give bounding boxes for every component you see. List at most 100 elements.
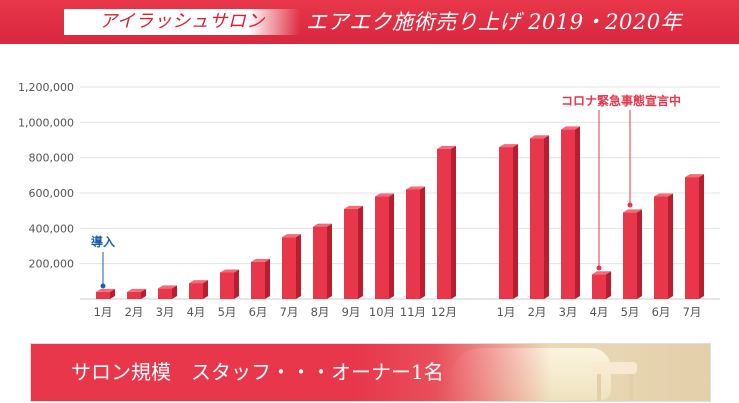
bar-side	[575, 126, 580, 300]
annotation-emergency-dot	[627, 202, 633, 208]
bar-top	[189, 280, 208, 284]
bar	[282, 237, 296, 299]
annotation-emergency: コロナ緊急事態宣言中	[561, 93, 681, 108]
stool-image	[591, 362, 637, 374]
x-tick-label: 1月	[497, 305, 516, 319]
bar	[313, 226, 327, 299]
salon-size-text: サロン規模 スタッフ・・・オーナー1名	[71, 360, 444, 384]
bar-side	[110, 288, 115, 299]
x-tick-label: 3月	[156, 305, 175, 319]
annotation-emergency-dot	[596, 265, 602, 271]
y-tick-label: 1,000,000	[18, 116, 74, 129]
bar-top	[344, 205, 363, 209]
bar-side	[389, 193, 394, 299]
y-tick-label: 200,000	[29, 258, 75, 271]
bar-side	[420, 186, 425, 299]
x-tick-label: 11月	[400, 305, 426, 319]
bar	[437, 148, 451, 299]
bar-side	[265, 258, 270, 299]
bar-top	[375, 193, 394, 197]
x-tick-label: 7月	[280, 305, 299, 319]
bar-side	[451, 145, 456, 299]
bar	[158, 288, 172, 299]
bar-side	[513, 144, 518, 299]
bar-top	[127, 288, 146, 292]
bar-top	[282, 234, 301, 238]
x-tick-label: 5月	[621, 305, 640, 319]
stool-leg	[597, 374, 601, 401]
x-tick-label: 10月	[369, 305, 395, 319]
bar-side	[668, 193, 673, 299]
bar	[530, 138, 544, 299]
bar-side	[141, 288, 146, 299]
bar	[127, 291, 141, 299]
bar	[189, 283, 203, 299]
bar-top	[654, 193, 673, 197]
bar-side	[234, 269, 239, 299]
bar-top	[220, 269, 239, 273]
salon-type-label: アイラッシュサロン	[64, 9, 300, 35]
bar-top	[158, 285, 177, 289]
banner-overlay	[31, 344, 551, 401]
x-tick-label: 12月	[431, 305, 457, 319]
bar	[375, 196, 389, 299]
annotation-intro: 導入	[91, 234, 115, 249]
bar-top	[685, 174, 704, 178]
y-tick-label: 400,000	[29, 222, 75, 235]
bars	[96, 126, 704, 300]
x-axis-ticks: 1月 2月 3月 4月 5月 6月 7月 8月 9月 10月 11月 12月 1月 2月 3月 4月 5月 6月 7…	[94, 305, 702, 319]
x-tick-label: 4月	[187, 305, 206, 319]
bar	[499, 147, 513, 299]
x-tick-label: 6月	[249, 305, 268, 319]
bar	[685, 177, 699, 299]
x-tick-label: 5月	[218, 305, 237, 319]
bar-top	[623, 209, 642, 213]
page-header: アイラッシュサロン エアエク施術売り上げ 2019・2020年	[0, 0, 739, 44]
bar	[592, 274, 606, 299]
page-title: エアエク施術売り上げ 2019・2020年	[306, 10, 683, 34]
bar	[251, 261, 265, 299]
bar-top	[499, 144, 518, 148]
x-tick-label: 8月	[311, 305, 330, 319]
y-tick-label: 800,000	[29, 152, 75, 165]
bar-side	[203, 280, 208, 299]
bar-side	[699, 174, 704, 299]
x-tick-label: 1月	[94, 305, 113, 319]
bar-side	[172, 285, 177, 299]
bar-side	[358, 205, 363, 299]
bar-top	[592, 271, 611, 275]
grid-lines	[80, 86, 720, 300]
bar-top	[530, 135, 549, 139]
bar	[654, 196, 668, 299]
bar	[220, 272, 234, 299]
x-tick-label: 4月	[590, 305, 609, 319]
bar-side	[327, 223, 332, 299]
bar	[344, 208, 358, 299]
x-tick-label: 6月	[652, 305, 671, 319]
bar	[561, 129, 575, 299]
x-tick-label: 2月	[125, 305, 144, 319]
bar-top	[313, 223, 332, 227]
bar-top	[437, 145, 456, 149]
bar-top	[561, 126, 580, 130]
bar	[623, 212, 637, 299]
bar-side	[637, 209, 642, 299]
annotations: 導入 コロナ緊急事態宣言中	[91, 93, 681, 289]
x-tick-label: 3月	[559, 305, 578, 319]
bar-side	[544, 135, 549, 299]
x-tick-label: 2月	[528, 305, 547, 319]
bar-top	[406, 186, 425, 190]
bar-side	[606, 271, 611, 299]
salon-size-banner: サロン規模 スタッフ・・・オーナー1名	[30, 343, 711, 402]
sales-bar-chart: 200,000 400,000 600,000 800,000 1,000,000 1,2…	[18, 81, 720, 319]
bar-top	[251, 258, 270, 262]
bar	[406, 189, 420, 299]
y-tick-label: 600,000	[29, 187, 75, 200]
stool-leg	[629, 374, 633, 401]
y-tick-label: 1,200,000	[18, 81, 74, 94]
bar-side	[296, 234, 301, 299]
y-axis-ticks: 200,000 400,000 600,000 800,000 1,000,000 1,2…	[18, 81, 74, 271]
x-tick-label: 9月	[342, 305, 361, 319]
annotation-intro-dot	[100, 283, 106, 289]
bar-top	[96, 288, 115, 292]
